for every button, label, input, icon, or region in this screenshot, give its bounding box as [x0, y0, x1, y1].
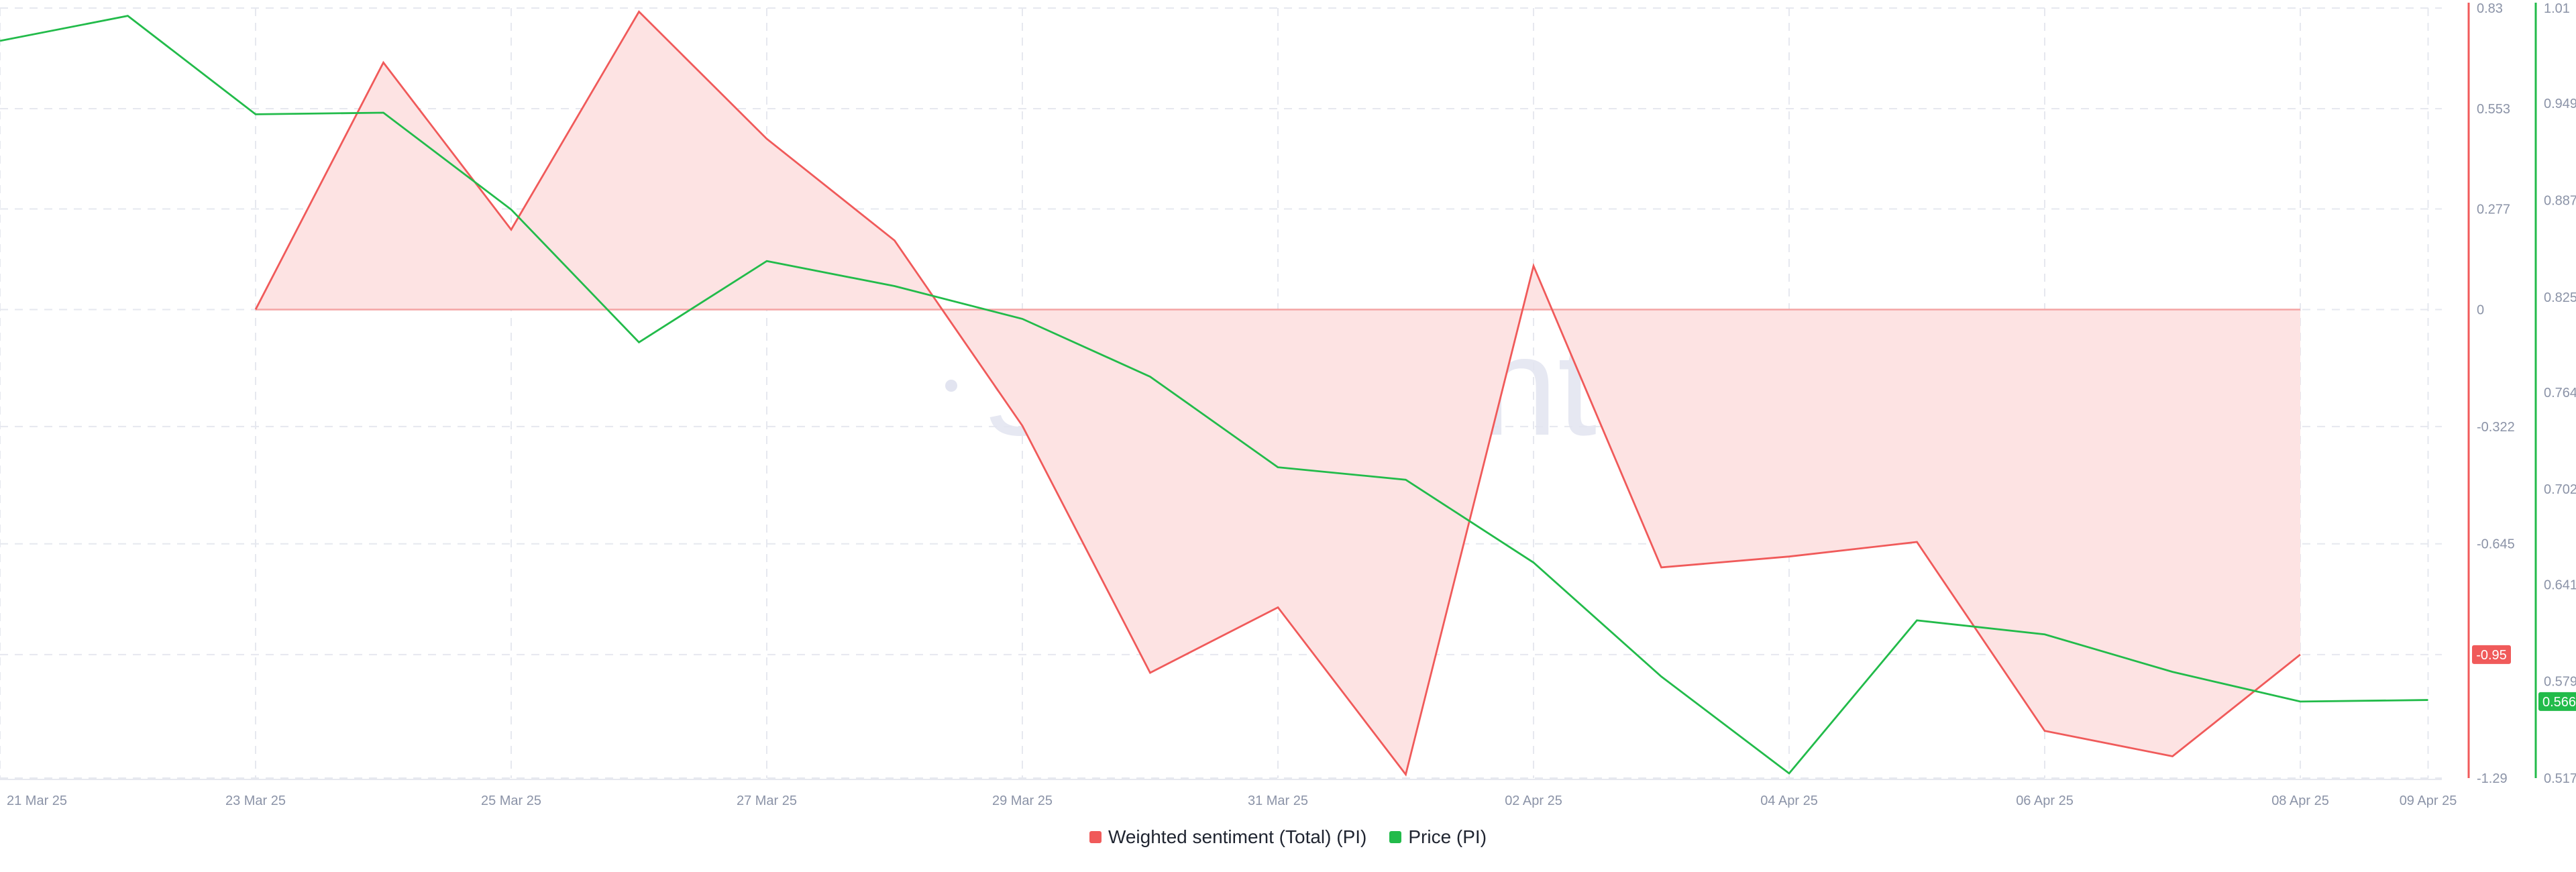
- x-tick-label: 25 Mar 25: [481, 794, 541, 808]
- price-axis-tick: 0.641: [2544, 578, 2576, 592]
- x-tick-label: 23 Mar 25: [225, 794, 286, 808]
- price-axis-tick: 0.887: [2544, 193, 2576, 208]
- price-axis-tick: 0.702: [2544, 482, 2576, 497]
- x-tick-label: 21 Mar 25: [7, 794, 67, 808]
- sentiment-axis-tick: 0.83: [2477, 1, 2503, 16]
- sentiment-axis-tick: -0.645: [2477, 537, 2515, 552]
- price-axis-tick: 0.949: [2544, 97, 2576, 111]
- price-line: [0, 15, 2428, 775]
- x-tick-label: 29 Mar 25: [992, 794, 1053, 808]
- x-tick-label: 06 Apr 25: [2016, 794, 2074, 808]
- price-axis-tick: 0.825: [2544, 290, 2576, 305]
- x-tick-label: 04 Apr 25: [1760, 794, 1818, 808]
- x-tick-label: 31 Mar 25: [1248, 794, 1308, 808]
- sentiment-axis-tick: 0: [2477, 303, 2484, 317]
- sentiment-current-value: -0.95: [2476, 648, 2507, 663]
- chart-legend: Weighted sentiment (Total) (PI) Price (P…: [0, 826, 2576, 848]
- x-tick-label: 02 Apr 25: [1505, 794, 1562, 808]
- sentiment-axis-tick: 0.553: [2477, 102, 2510, 117]
- sentiment-axis-tick: -0.322: [2477, 420, 2515, 435]
- price-axis-tick: 0.764: [2544, 386, 2576, 400]
- legend-swatch-sentiment: [1089, 831, 1102, 843]
- sentiment-axis-tick: -1.29: [2477, 771, 2508, 786]
- x-tick-label: 27 Mar 25: [737, 794, 797, 808]
- legend-label-price: Price (PI): [1408, 826, 1487, 847]
- price-axis-tick: 0.517: [2544, 771, 2576, 786]
- legend-item-price[interactable]: Price (PI): [1389, 826, 1487, 848]
- price-axis-tick: 1.01: [2544, 1, 2570, 16]
- watermark-dot-left: [945, 380, 957, 392]
- sentiment-area: [256, 11, 2300, 775]
- price-current-value: 0.566: [2542, 695, 2576, 710]
- sentiment-current-badge: [2472, 645, 2511, 664]
- sentiment-axis-tick: 0.277: [2477, 202, 2510, 217]
- x-tick-label: 08 Apr 25: [2271, 794, 2329, 808]
- x-tick-label: 09 Apr 25: [2400, 794, 2457, 808]
- legend-item-sentiment[interactable]: Weighted sentiment (Total) (PI): [1089, 826, 1366, 848]
- legend-swatch-price: [1389, 831, 1402, 843]
- price-current-badge: [2538, 692, 2576, 711]
- legend-label-sentiment: Weighted sentiment (Total) (PI): [1108, 826, 1367, 847]
- price-axis-tick: 0.579: [2544, 675, 2576, 690]
